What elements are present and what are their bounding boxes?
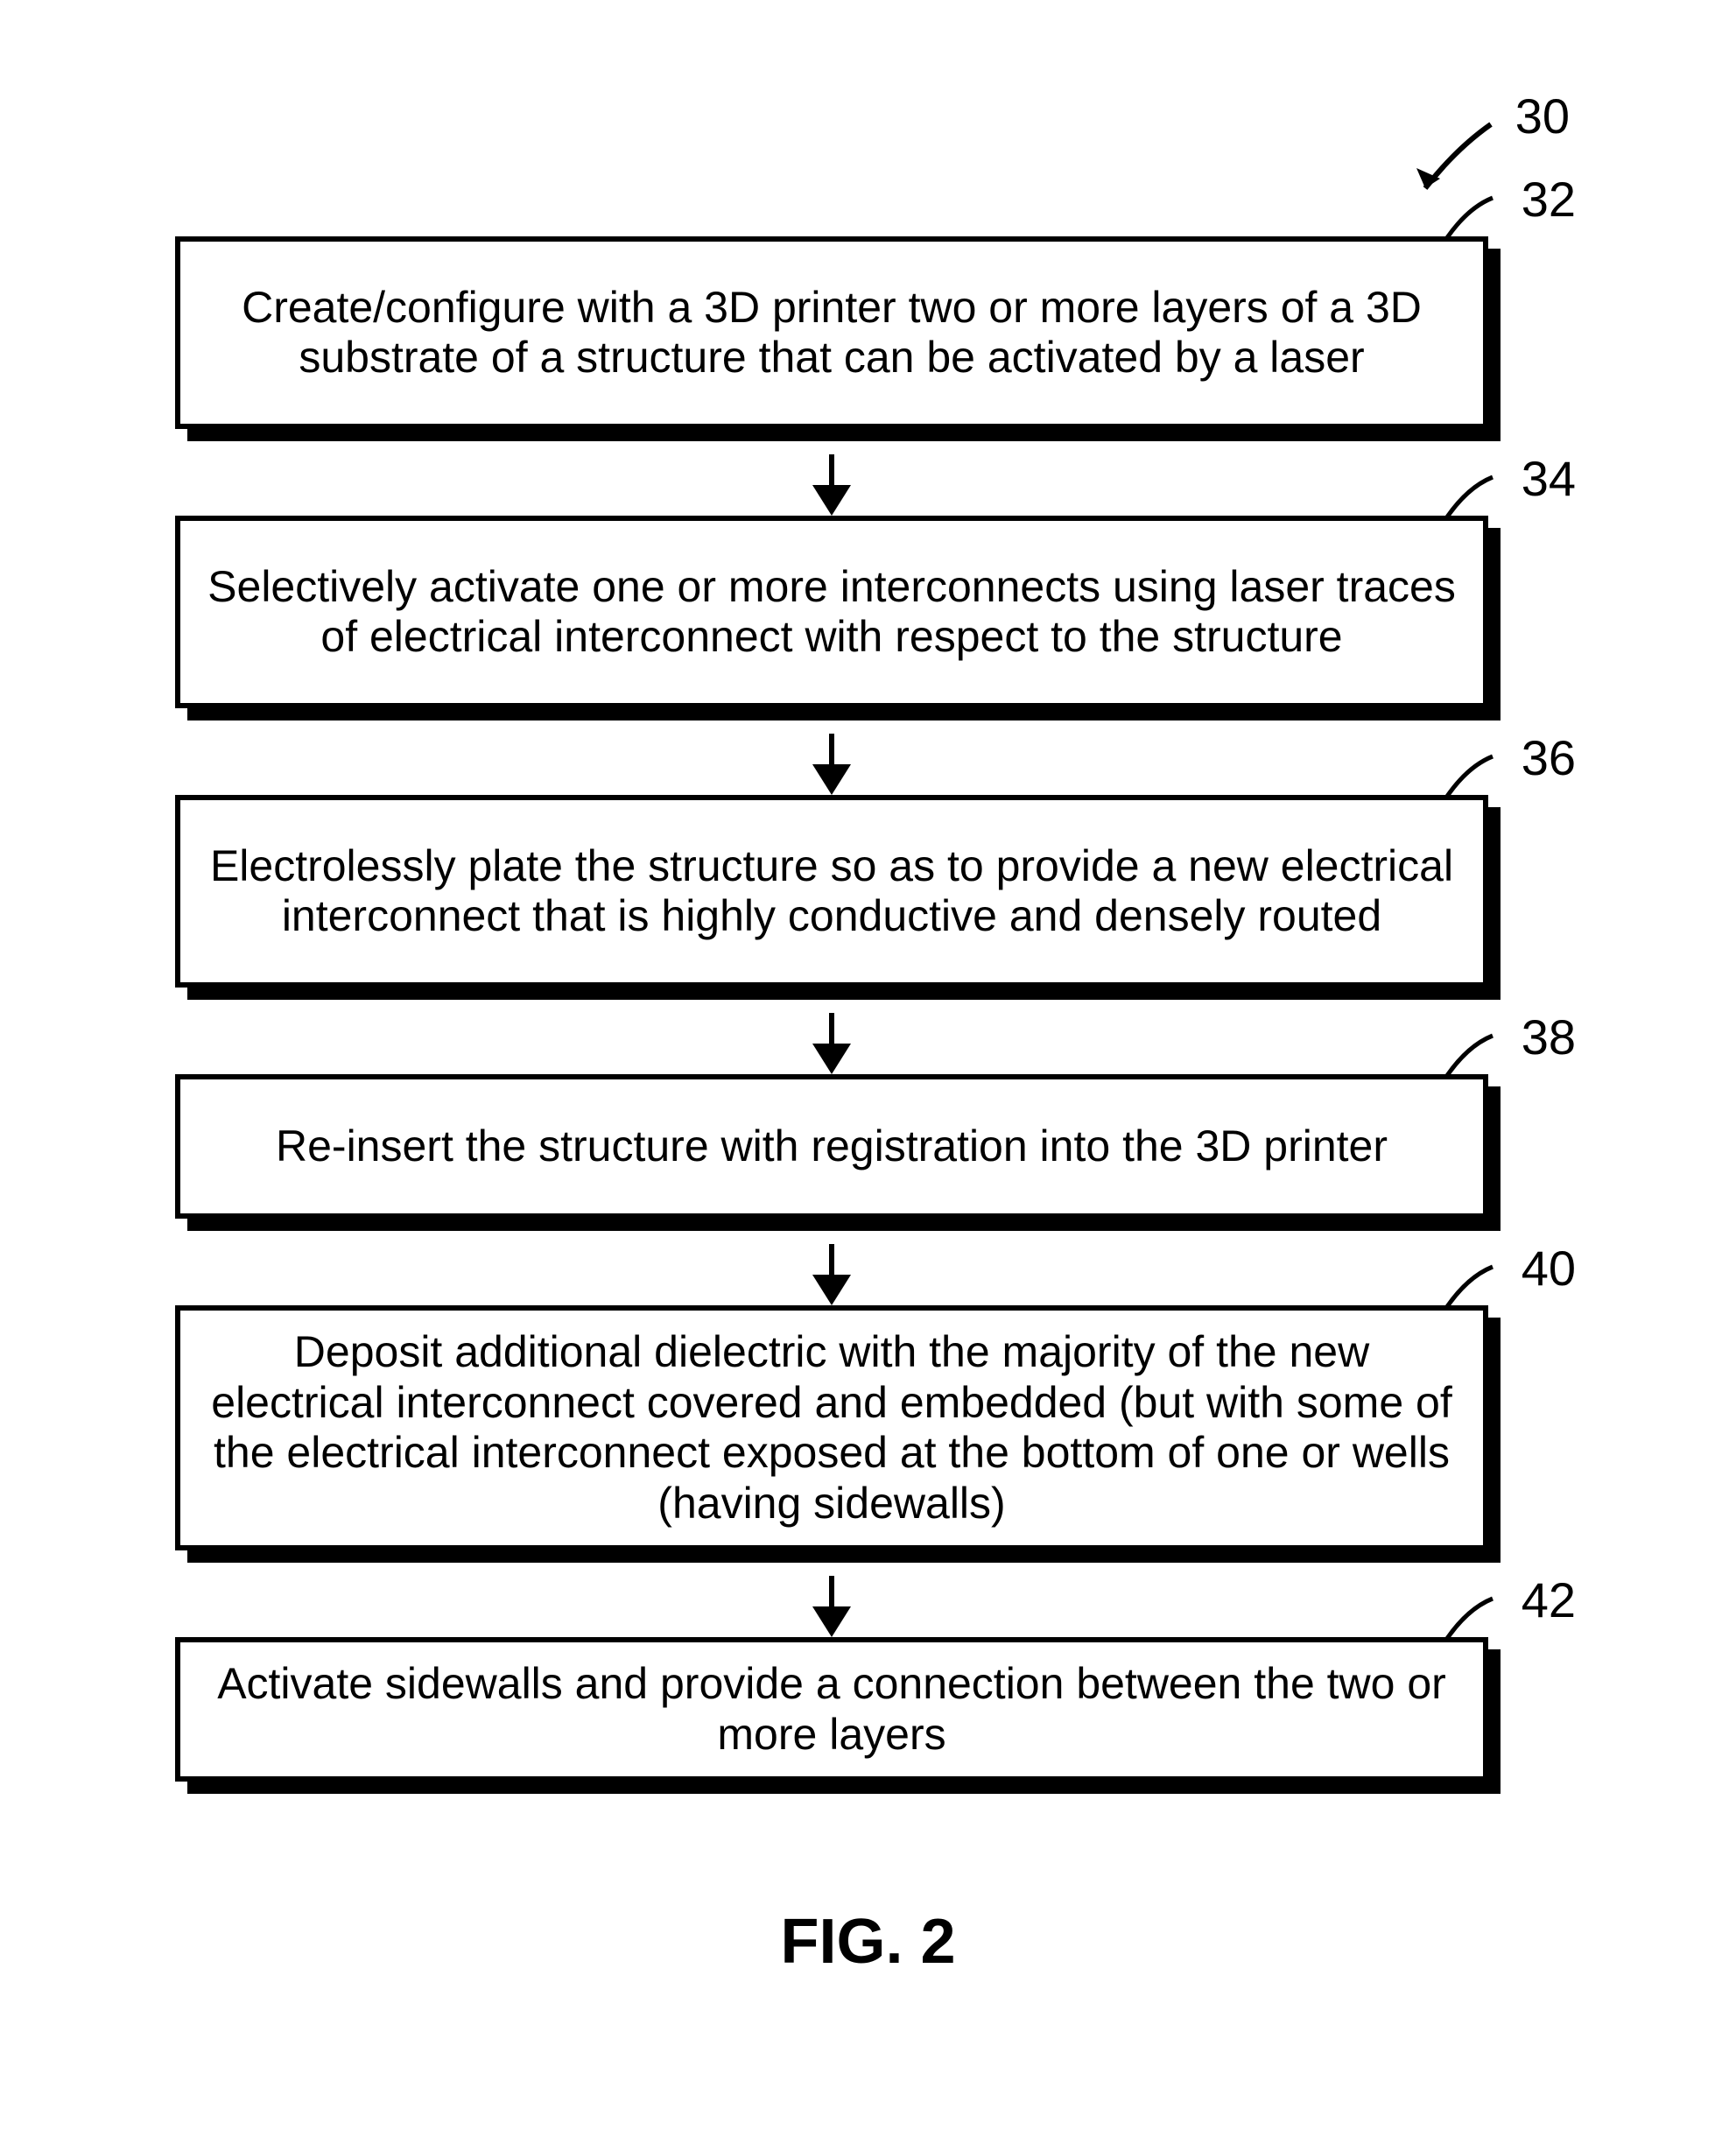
box-content: Deposit additional dielectric with the m… <box>175 1305 1488 1550</box>
box-text-32: Create/configure with a 3D printer two o… <box>207 283 1457 383</box>
arrow-head-icon <box>812 485 851 516</box>
box-content: Selectively activate one or more interco… <box>175 516 1488 708</box>
arrow-1 <box>175 441 1488 516</box>
ref-36-label: 36 <box>1522 729 1576 786</box>
arrow-head-icon <box>812 764 851 795</box>
figure-caption: FIG. 2 <box>0 1906 1736 1978</box>
box-content: Create/configure with a 3D printer two o… <box>175 236 1488 429</box>
box-content: Re-insert the structure with registratio… <box>175 1074 1488 1219</box>
box-text-40: Deposit additional dielectric with the m… <box>207 1327 1457 1529</box>
ref-32-label: 32 <box>1522 171 1576 228</box>
flowchart-box-40: Deposit additional dielectric with the m… <box>175 1305 1488 1550</box>
ref-34-label: 34 <box>1522 450 1576 507</box>
flowchart-container: 32 Create/configure with a 3D printer tw… <box>175 236 1488 1782</box>
reference-30-label: 30 <box>1515 88 1570 144</box>
flowchart-box-38: Re-insert the structure with registratio… <box>175 1074 1488 1219</box>
ref-42-label: 42 <box>1522 1571 1576 1628</box>
flowchart-box-42: Activate sidewalls and provide a connect… <box>175 1637 1488 1782</box>
box-content: Activate sidewalls and provide a connect… <box>175 1637 1488 1782</box>
arrow-5 <box>175 1563 1488 1637</box>
ref-38-label: 38 <box>1522 1009 1576 1065</box>
arrow-4 <box>175 1231 1488 1305</box>
arrow-head-icon <box>812 1606 851 1637</box>
arrow-head-icon <box>812 1275 851 1305</box>
flowchart-box-34: Selectively activate one or more interco… <box>175 516 1488 708</box>
box-text-38: Re-insert the structure with registratio… <box>276 1121 1388 1172</box>
ref-40-label: 40 <box>1522 1240 1576 1297</box>
box-text-36: Electrolessly plate the structure so as … <box>207 841 1457 942</box>
flowchart-box-36: Electrolessly plate the structure so as … <box>175 795 1488 988</box>
arrow-head-icon <box>812 1044 851 1074</box>
box-content: Electrolessly plate the structure so as … <box>175 795 1488 988</box>
arrow-3 <box>175 1000 1488 1074</box>
box-text-34: Selectively activate one or more interco… <box>207 562 1457 663</box>
flowchart-box-32: Create/configure with a 3D printer two o… <box>175 236 1488 429</box>
box-text-42: Activate sidewalls and provide a connect… <box>207 1659 1457 1760</box>
arrow-2 <box>175 721 1488 795</box>
